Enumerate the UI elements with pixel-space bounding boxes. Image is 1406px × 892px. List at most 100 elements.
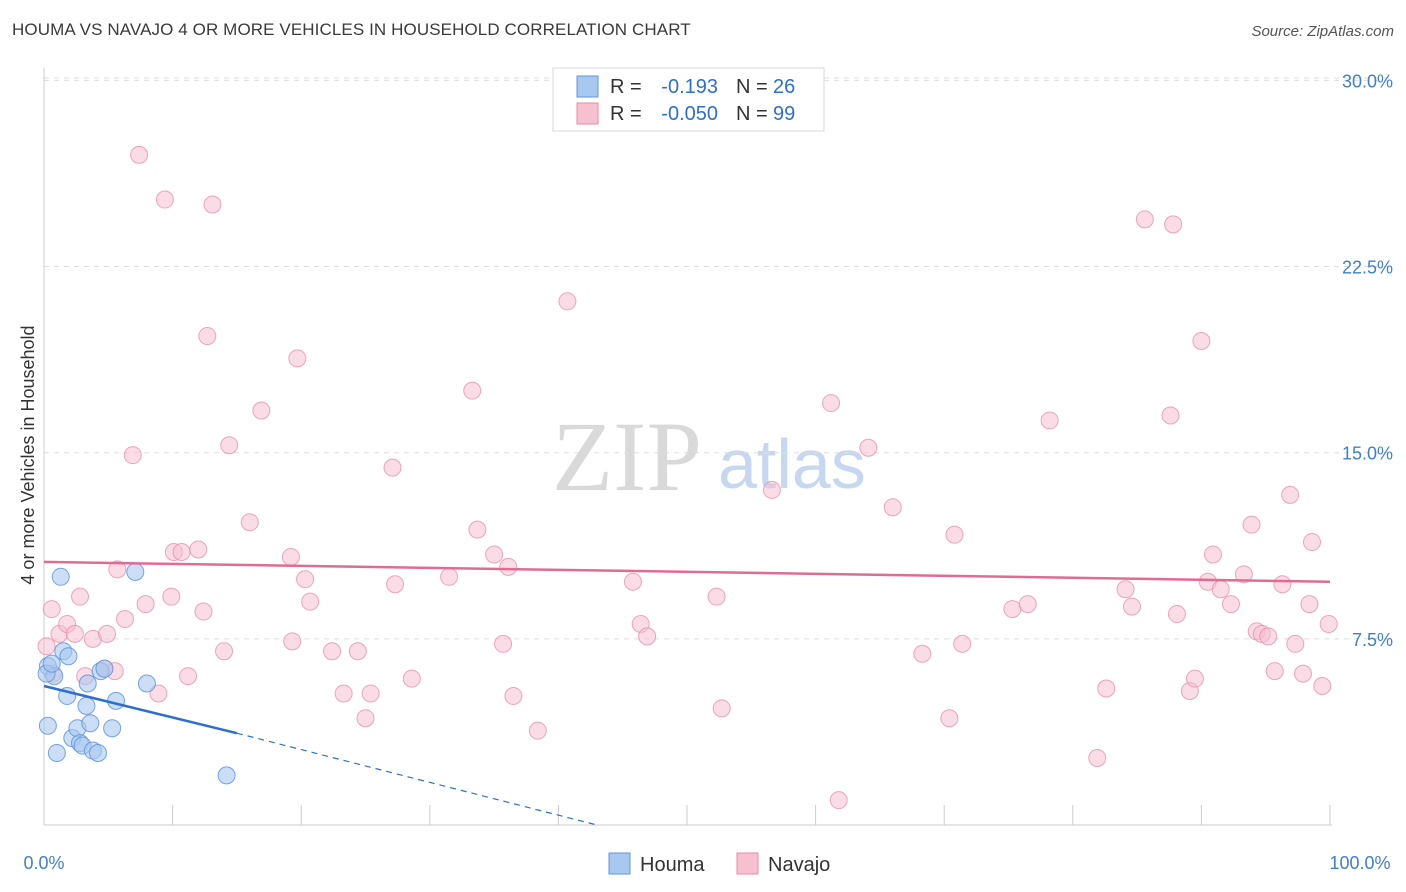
- navajo-point: [1192, 332, 1211, 351]
- navajo-point: [323, 642, 342, 661]
- houma-point: [51, 567, 70, 586]
- watermark: ZIP atlas: [552, 401, 866, 512]
- navajo-point: [953, 634, 972, 653]
- navajo-point: [386, 575, 405, 594]
- navajo-point: [707, 587, 726, 606]
- navajo-point: [220, 436, 239, 455]
- houma-point: [103, 719, 122, 738]
- navajo-point: [1313, 677, 1332, 696]
- y-tick-label: 22.5%: [1342, 258, 1393, 278]
- navajo-point: [1234, 565, 1253, 584]
- navajo-point: [98, 624, 117, 643]
- navajo-point: [149, 684, 168, 703]
- navajo-point: [155, 190, 174, 209]
- legend-houma-swatch: [608, 852, 631, 875]
- navajo-point: [829, 791, 848, 810]
- navajo-point: [913, 644, 932, 663]
- navajo-point: [116, 609, 135, 628]
- houma-trend-line: [43, 684, 238, 735]
- navajo-point: [638, 627, 657, 646]
- navajo-point: [383, 458, 402, 477]
- houma-point: [89, 744, 108, 763]
- navajo-point: [215, 642, 234, 661]
- navajo-point: [162, 587, 181, 606]
- navajo-point: [1185, 669, 1204, 688]
- navajo-point: [42, 600, 61, 619]
- houma-point: [77, 696, 96, 715]
- navajo-point: [1265, 662, 1284, 681]
- navajo-point: [1203, 545, 1222, 564]
- houma-points: [37, 562, 236, 785]
- navajo-point: [189, 540, 208, 559]
- navajo-point: [108, 560, 127, 579]
- navajo-point: [940, 709, 959, 728]
- houma-swatch: [576, 75, 599, 98]
- navajo-point: [283, 632, 302, 651]
- navajo-point: [179, 667, 198, 686]
- navajo-point: [194, 602, 213, 621]
- navajo-point: [198, 327, 217, 346]
- navajo-point: [1302, 533, 1321, 552]
- navajo-point: [1273, 575, 1292, 594]
- navajo-point: [1088, 748, 1107, 767]
- navajo-point: [1018, 595, 1037, 614]
- watermark-atlas: atlas: [718, 425, 866, 503]
- navajo-point: [468, 520, 487, 539]
- navajo-point: [348, 642, 367, 661]
- navajo-point: [1003, 600, 1022, 619]
- navajo-point: [1281, 485, 1300, 504]
- navajo-points: [37, 145, 1338, 810]
- houma-trend-extension: [236, 732, 598, 826]
- navajo-point: [504, 686, 523, 705]
- navajo-point: [1221, 595, 1240, 614]
- navajo-point: [301, 592, 320, 611]
- navajo-point: [203, 195, 222, 214]
- houma-n-value: 26: [773, 76, 795, 98]
- legend-houma-label: Houma: [640, 854, 705, 876]
- navajo-point: [822, 394, 841, 413]
- navajo-point: [485, 545, 504, 564]
- navajo-point: [1040, 411, 1059, 430]
- navajo-point: [361, 684, 380, 703]
- navajo-point: [172, 542, 191, 561]
- navajo-point: [402, 669, 421, 688]
- houma-point: [126, 562, 145, 581]
- navajo-point: [296, 570, 315, 589]
- navajo-point: [1286, 634, 1305, 653]
- navajo-point: [494, 634, 513, 653]
- navajo-point: [440, 567, 459, 586]
- navajo-point: [1319, 614, 1338, 633]
- navajo-point: [859, 438, 878, 457]
- y-tick-label: 30.0%: [1342, 71, 1393, 91]
- legend-navajo-swatch: [736, 852, 759, 875]
- navajo-point: [1293, 664, 1312, 683]
- navajo-point: [1097, 679, 1116, 698]
- navajo-point: [1167, 605, 1186, 624]
- houma-point: [137, 674, 156, 693]
- houma-r-label: R =: [610, 76, 642, 98]
- navajo-point: [883, 498, 902, 517]
- navajo-point: [762, 480, 781, 499]
- houma-n-label: N =: [736, 76, 768, 98]
- y-axis-tick-labels: 7.5% 15.0% 22.5% 30.0%: [1342, 71, 1393, 649]
- navajo-point: [37, 637, 56, 656]
- houma-point: [47, 744, 66, 763]
- navajo-point: [945, 525, 964, 544]
- navajo-n-label: N =: [736, 103, 768, 125]
- houma-point: [81, 714, 100, 733]
- trend-lines: [43, 560, 1331, 826]
- navajo-point: [712, 699, 731, 718]
- navajo-point: [499, 557, 518, 576]
- x-axis-ticks: [43, 805, 1331, 825]
- navajo-point: [1116, 580, 1135, 599]
- navajo-swatch: [576, 102, 599, 125]
- navajo-n-value: 99: [773, 103, 795, 125]
- chart-source: Source: ZipAtlas.com: [1251, 23, 1394, 40]
- chart-title: HOUMA VS NAVAJO 4 OR MORE VEHICLES IN HO…: [12, 20, 691, 39]
- houma-r-value: -0.193: [661, 76, 718, 98]
- navajo-point: [130, 145, 149, 164]
- navajo-point: [1135, 210, 1154, 229]
- navajo-point: [288, 349, 307, 368]
- houma-point: [217, 766, 236, 785]
